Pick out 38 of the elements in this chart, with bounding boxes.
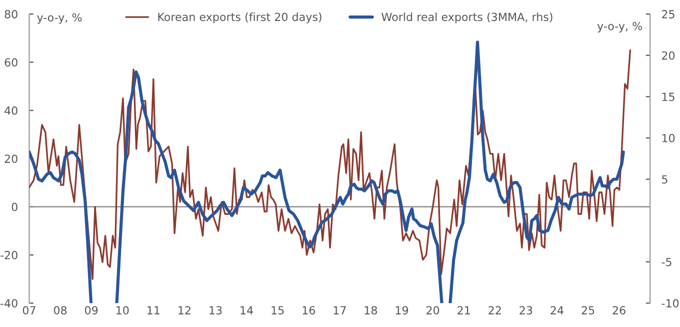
x-tick-label: 18 <box>364 306 378 315</box>
y-tick-label: 60 <box>4 58 18 67</box>
x-tick-label: 17 <box>334 306 346 314</box>
x-tick-label: 16 <box>302 306 315 315</box>
x-tick-label: 21 <box>458 306 470 314</box>
x-tick-label: 08 <box>54 306 67 315</box>
y2-tick-label: 25 <box>662 10 674 18</box>
y-tick-label: 0 <box>12 202 18 212</box>
y2-tick-label: 5 <box>662 175 668 184</box>
x-tick-label: 10 <box>116 306 129 315</box>
x-tick-label: 14 <box>240 306 253 314</box>
y2-tick-label: 20 <box>662 51 675 60</box>
x-tick-label: 25 <box>582 306 594 315</box>
y2-axis-title: y-o-y, % <box>597 22 642 32</box>
legend-label: World real exports (3MMA, rhs) <box>382 12 552 24</box>
x-tick-label: 13 <box>210 306 222 315</box>
x-tick-label: 20 <box>426 306 440 315</box>
x-tick-label: 22 <box>488 306 501 314</box>
legend-label: Korean exports (first 20 days) <box>158 12 322 24</box>
y-tick-label: 80 <box>4 10 18 18</box>
x-tick-label: 09 <box>84 306 98 315</box>
x-tick-label: 26 <box>612 306 626 315</box>
x-tick-label: 07 <box>22 306 36 315</box>
y2-tick-label: 10 <box>662 134 675 142</box>
x-tick-label: 19 <box>396 306 408 315</box>
y2-tick-label: 15 <box>662 92 674 102</box>
y-tick-label: -40 <box>0 299 18 308</box>
y2-tick-label: -5 <box>662 258 672 266</box>
y-tick-label: 20 <box>4 154 18 163</box>
y-axis-title: y-o-y, % <box>37 13 82 24</box>
y-tick-label: -20 <box>0 250 18 260</box>
x-tick-label: 23 <box>520 306 532 315</box>
x-tick-label: 11 <box>148 306 160 314</box>
y2-tick-label: -10 <box>662 299 679 308</box>
x-tick-label: 15 <box>272 306 284 315</box>
y-tick-label: 40 <box>4 106 18 115</box>
x-tick-label: 24 <box>550 306 564 314</box>
x-tick-label: 12 <box>178 306 190 314</box>
